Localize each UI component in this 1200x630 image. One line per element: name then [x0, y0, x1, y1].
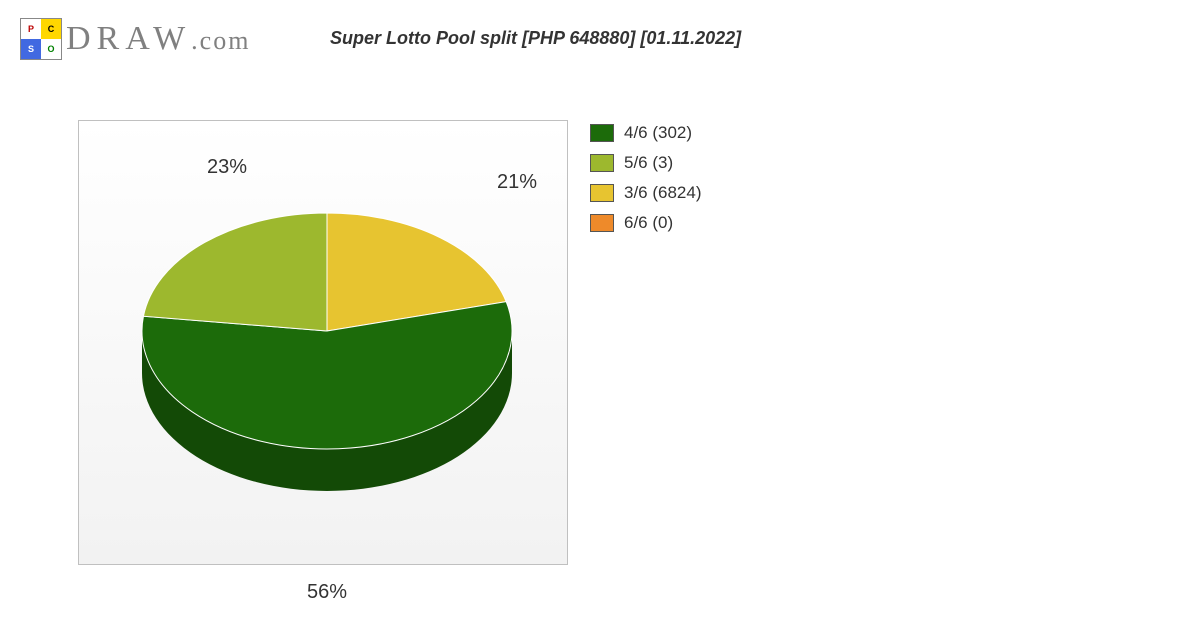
logo-letter: S: [21, 39, 41, 59]
legend-label: 4/6 (302): [624, 123, 692, 143]
legend-label: 5/6 (3): [624, 153, 673, 173]
pie-slice-label: 23%: [207, 156, 247, 179]
legend-swatch: [590, 214, 614, 232]
pie-slice-label: 21%: [497, 171, 537, 194]
logo-letter: C: [41, 19, 61, 39]
legend-swatch: [590, 154, 614, 172]
brand-logo: P C S O DRAW.com: [20, 18, 250, 60]
legend-item: 4/6 (302): [590, 123, 702, 143]
legend-item: 3/6 (6824): [590, 183, 702, 203]
brand-name: DRAW: [66, 20, 191, 57]
legend-label: 6/6 (0): [624, 213, 673, 233]
logo-letter: O: [41, 39, 61, 59]
legend-swatch: [590, 124, 614, 142]
pie-chart-frame: 21%56%23%: [78, 120, 568, 565]
chart-title: Super Lotto Pool split [PHP 648880] [01.…: [330, 28, 741, 49]
legend-label: 3/6 (6824): [624, 183, 702, 203]
pie-chart: [137, 191, 517, 496]
logo-letter: P: [21, 19, 41, 39]
brand-ext: .com: [191, 26, 250, 55]
legend-swatch: [590, 184, 614, 202]
pcso-logo-box: P C S O: [20, 18, 62, 60]
legend-item: 5/6 (3): [590, 153, 702, 173]
legend: 4/6 (302) 5/6 (3) 3/6 (6824) 6/6 (0): [590, 123, 702, 243]
brand-text: DRAW.com: [66, 20, 250, 58]
pie-slice-label: 56%: [307, 581, 347, 604]
legend-item: 6/6 (0): [590, 213, 702, 233]
pie-svg: [137, 191, 517, 496]
